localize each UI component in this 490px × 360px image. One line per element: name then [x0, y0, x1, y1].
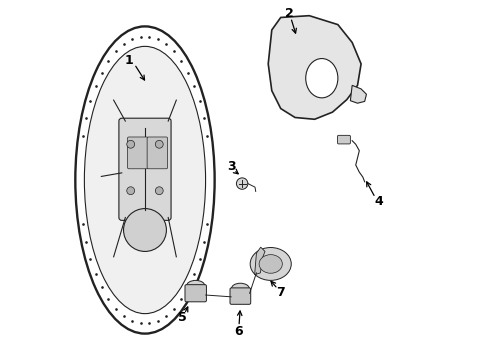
- Circle shape: [127, 140, 135, 148]
- Text: 6: 6: [234, 325, 243, 338]
- Text: 7: 7: [276, 286, 284, 299]
- Text: 1: 1: [124, 54, 133, 67]
- Polygon shape: [350, 85, 367, 103]
- FancyBboxPatch shape: [147, 137, 168, 169]
- FancyBboxPatch shape: [185, 285, 206, 302]
- Ellipse shape: [231, 283, 249, 294]
- Polygon shape: [268, 16, 361, 119]
- FancyBboxPatch shape: [230, 288, 251, 304]
- FancyBboxPatch shape: [127, 137, 148, 169]
- Circle shape: [155, 187, 163, 195]
- Ellipse shape: [259, 255, 282, 273]
- Polygon shape: [255, 247, 265, 275]
- Text: 2: 2: [285, 8, 294, 21]
- Circle shape: [155, 140, 163, 148]
- Circle shape: [237, 178, 248, 189]
- FancyBboxPatch shape: [119, 118, 171, 220]
- Text: 4: 4: [374, 195, 383, 208]
- Circle shape: [127, 187, 135, 195]
- Circle shape: [123, 208, 167, 251]
- Ellipse shape: [84, 46, 206, 314]
- Ellipse shape: [306, 59, 338, 98]
- FancyBboxPatch shape: [338, 135, 350, 144]
- Text: 5: 5: [178, 311, 187, 324]
- Ellipse shape: [186, 280, 205, 292]
- Ellipse shape: [250, 248, 291, 280]
- Text: 3: 3: [227, 160, 236, 173]
